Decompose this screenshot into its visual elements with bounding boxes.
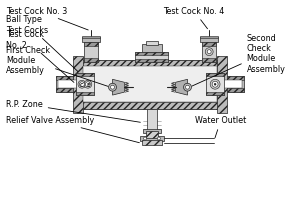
Bar <box>143 129 161 133</box>
Text: Test Cock No. 4: Test Cock No. 4 <box>163 7 224 30</box>
Bar <box>82 37 100 39</box>
Bar <box>76 93 94 96</box>
Circle shape <box>78 81 86 89</box>
Bar <box>200 37 218 39</box>
Bar <box>212 77 244 93</box>
Bar <box>146 131 158 139</box>
Text: E: E <box>86 82 89 87</box>
Bar <box>142 45 162 52</box>
Bar <box>79 60 221 67</box>
Bar <box>149 136 155 137</box>
Bar <box>135 52 168 55</box>
Text: First Check
Module
Assembly: First Check Module Assembly <box>6 45 108 87</box>
Text: Ball Type
Test Cocks: Ball Type Test Cocks <box>6 15 78 72</box>
Bar <box>202 58 216 62</box>
Text: R.P. Zone: R.P. Zone <box>6 100 140 123</box>
Bar <box>56 77 88 93</box>
Circle shape <box>158 137 160 140</box>
Circle shape <box>109 84 116 92</box>
Circle shape <box>144 137 146 140</box>
Text: Test Cock No. 3: Test Cock No. 3 <box>6 7 88 31</box>
Bar <box>76 74 94 77</box>
Bar <box>135 52 168 62</box>
Circle shape <box>84 81 92 89</box>
Circle shape <box>214 84 216 86</box>
Text: C: C <box>80 82 84 87</box>
Bar <box>82 38 100 43</box>
Circle shape <box>80 82 84 87</box>
Bar <box>58 81 86 89</box>
Polygon shape <box>112 80 124 96</box>
Circle shape <box>185 86 190 90</box>
Bar <box>140 136 164 142</box>
Circle shape <box>85 82 90 87</box>
Bar <box>142 141 162 146</box>
Bar <box>214 81 242 89</box>
Bar <box>56 89 88 93</box>
Bar <box>84 43 98 47</box>
Circle shape <box>207 50 211 54</box>
Bar <box>146 42 158 45</box>
Bar <box>73 56 83 113</box>
Bar <box>212 89 244 93</box>
Text: Second
Check
Module
Assembly: Second Check Module Assembly <box>192 33 286 87</box>
Bar <box>84 43 98 62</box>
Circle shape <box>205 49 213 56</box>
Polygon shape <box>176 80 188 96</box>
Text: Relief Valve Assembly: Relief Valve Assembly <box>6 116 140 143</box>
Bar <box>147 109 157 131</box>
Bar <box>76 74 94 96</box>
Bar <box>206 93 224 96</box>
Circle shape <box>212 82 218 88</box>
Circle shape <box>184 84 191 92</box>
Circle shape <box>110 86 115 90</box>
Bar <box>56 77 88 81</box>
Bar <box>200 38 218 43</box>
Bar <box>202 43 216 62</box>
Text: Test Cock
No. 2: Test Cock No. 2 <box>6 30 74 83</box>
Circle shape <box>210 80 220 90</box>
Bar <box>206 74 224 77</box>
Bar <box>212 77 244 81</box>
Bar <box>217 56 227 113</box>
Bar <box>135 59 168 62</box>
Text: Water Outlet: Water Outlet <box>195 116 247 138</box>
Bar <box>202 43 216 47</box>
Bar <box>79 60 221 109</box>
Bar <box>83 67 217 102</box>
Bar <box>206 74 224 96</box>
Bar <box>84 58 98 62</box>
Bar <box>79 102 221 109</box>
